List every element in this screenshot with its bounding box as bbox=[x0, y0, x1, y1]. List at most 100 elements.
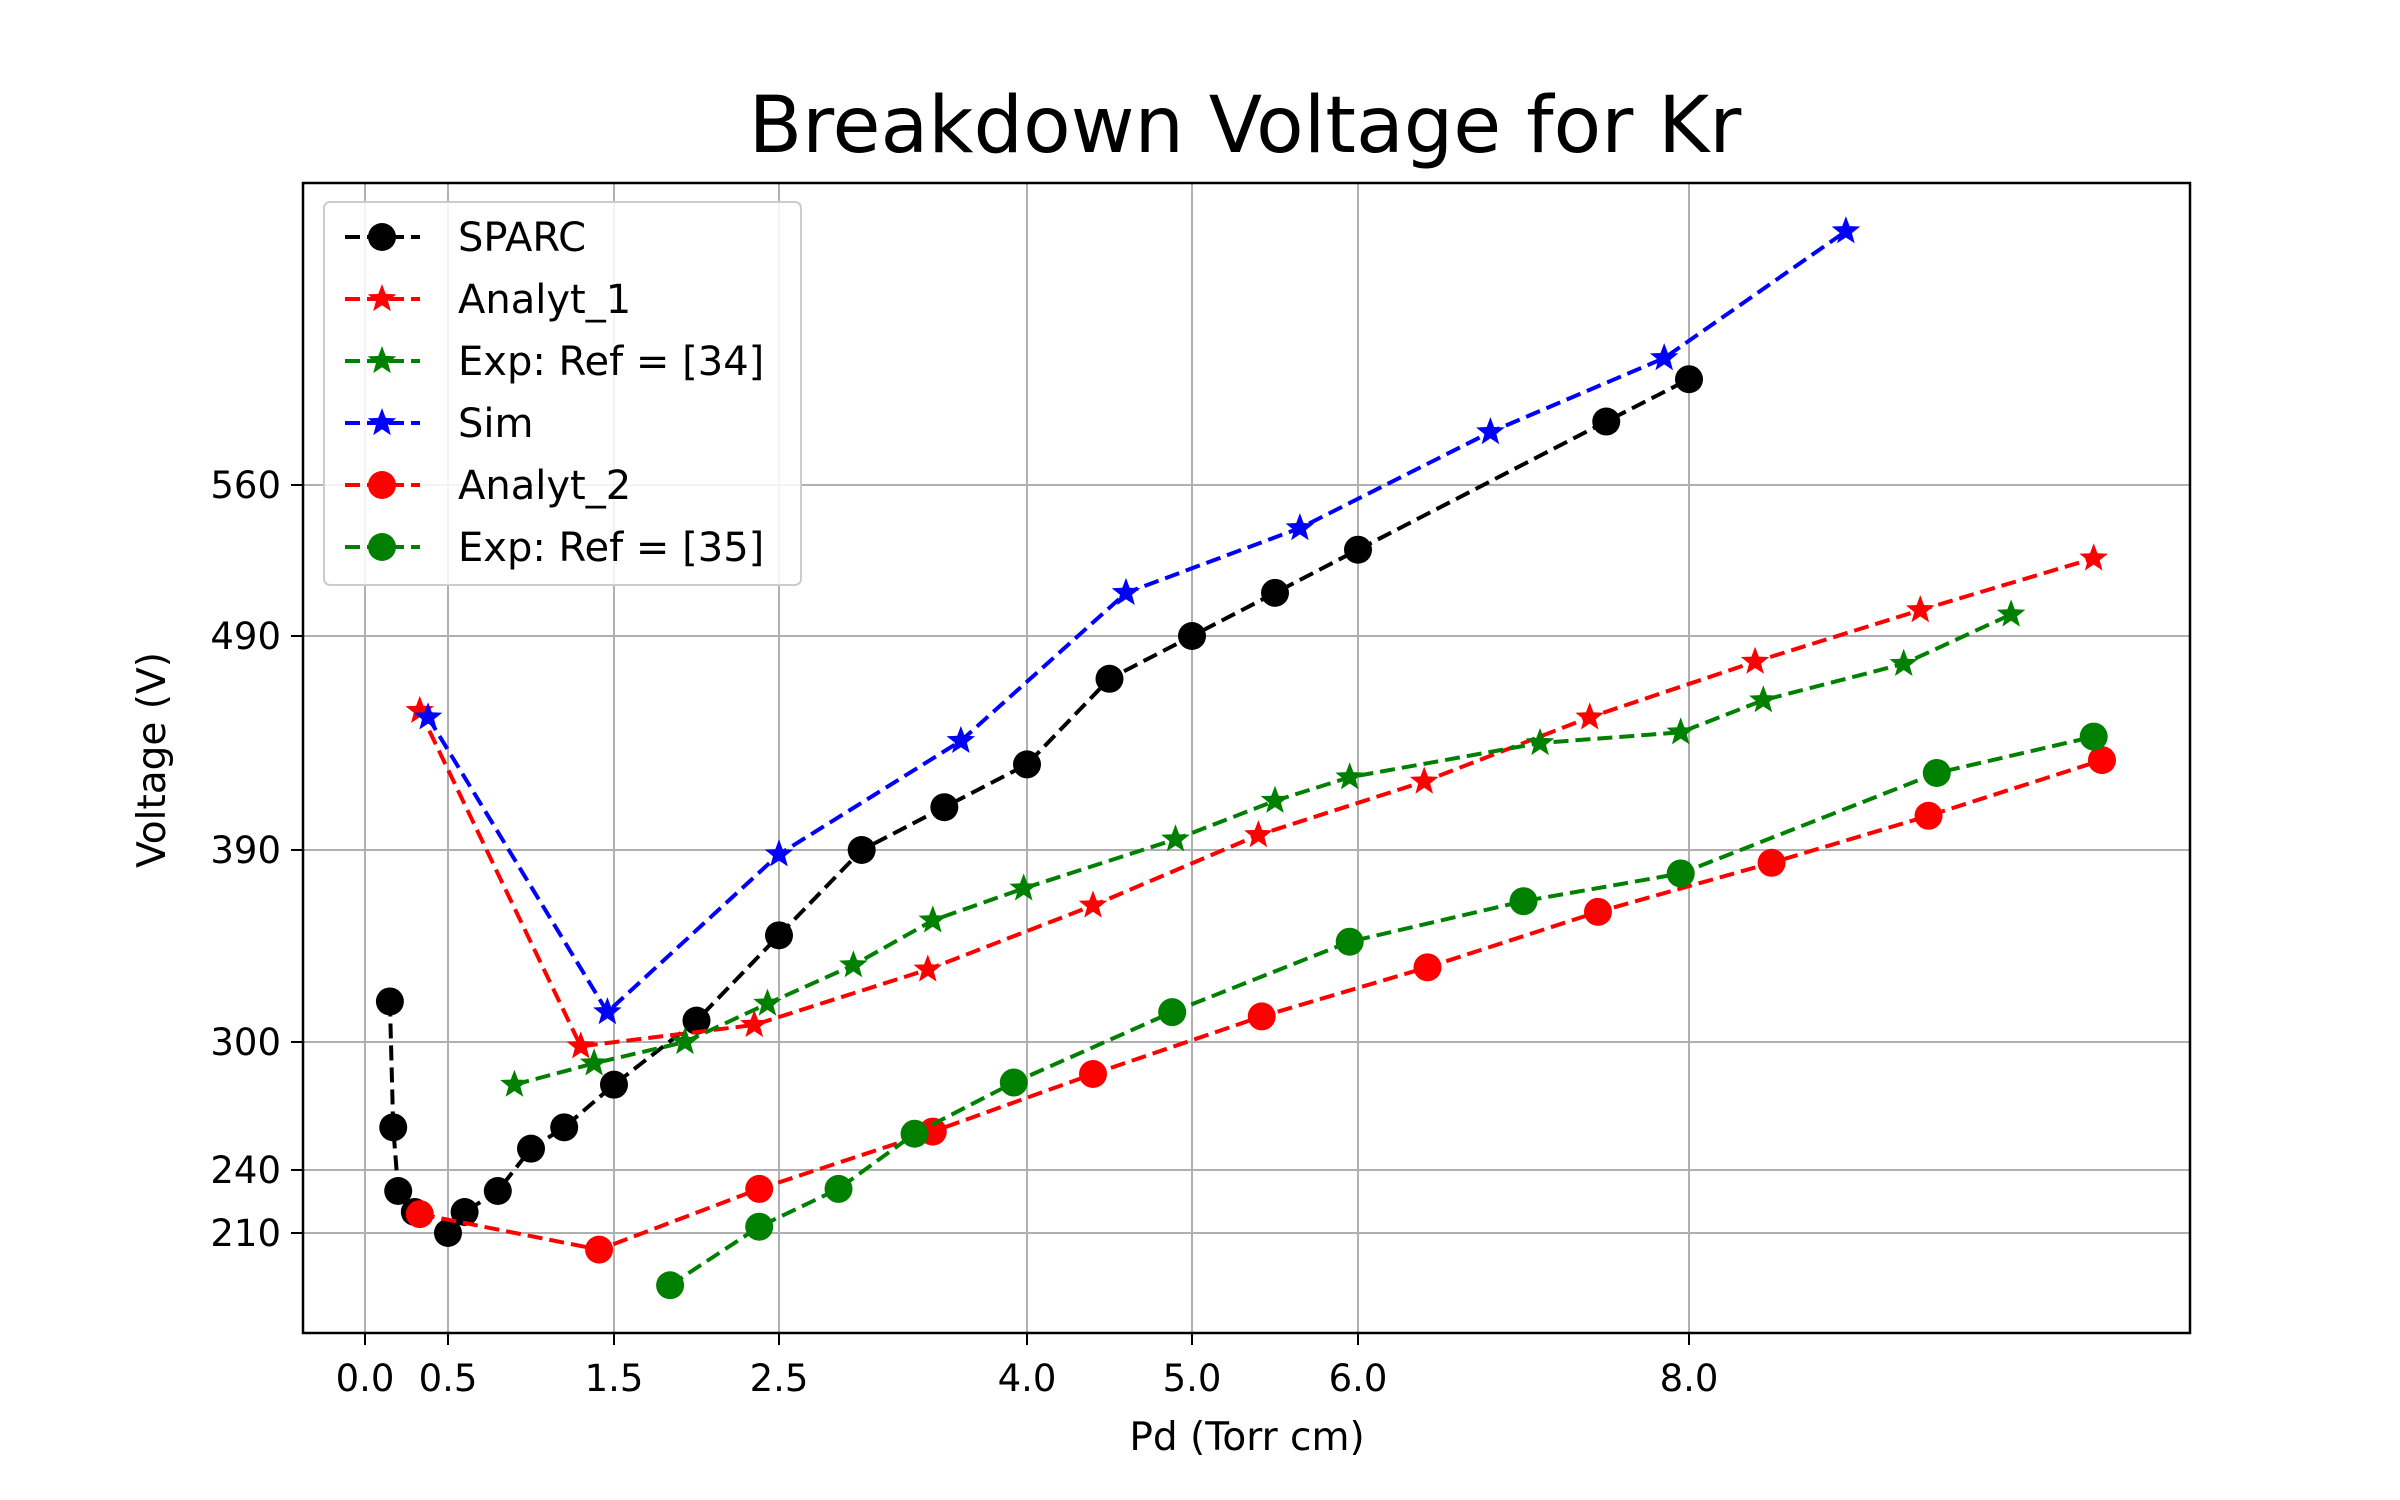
series-1 bbox=[405, 543, 2108, 1059]
data-point bbox=[405, 1200, 434, 1229]
data-point bbox=[682, 1006, 711, 1035]
data-point bbox=[375, 987, 404, 1016]
data-point bbox=[1575, 702, 1604, 730]
x-axis-label: Pd (Torr cm) bbox=[1129, 1415, 1364, 1460]
data-point bbox=[745, 1212, 774, 1241]
data-point bbox=[434, 1219, 462, 1247]
data-point bbox=[1666, 859, 1695, 888]
y-tick-label: 300 bbox=[210, 1021, 281, 1064]
data-point bbox=[1285, 513, 1315, 541]
legend-label: Analyt_2 bbox=[458, 463, 631, 509]
data-point bbox=[656, 1271, 685, 1300]
series-5 bbox=[656, 722, 2108, 1300]
data-point bbox=[1178, 622, 1206, 650]
data-point bbox=[753, 988, 782, 1016]
data-point bbox=[1666, 717, 1695, 745]
data-point bbox=[670, 1027, 700, 1055]
data-point bbox=[517, 1134, 545, 1163]
data-point bbox=[1749, 685, 1778, 713]
x-tick-label: 2.5 bbox=[750, 1357, 809, 1400]
data-point bbox=[1906, 595, 1935, 623]
data-point bbox=[1675, 365, 1703, 394]
x-tick-label: 4.0 bbox=[998, 1357, 1057, 1400]
data-point bbox=[913, 954, 943, 982]
data-point bbox=[1095, 664, 1124, 693]
y-tick-label: 390 bbox=[210, 829, 281, 872]
data-point bbox=[1013, 750, 1041, 779]
y-tick-label: 210 bbox=[210, 1212, 281, 1255]
data-point bbox=[550, 1113, 579, 1142]
data-point bbox=[839, 950, 868, 978]
data-point bbox=[946, 725, 976, 753]
data-point bbox=[1344, 535, 1372, 564]
data-point bbox=[1740, 646, 1770, 674]
data-point bbox=[585, 1235, 614, 1264]
data-point bbox=[1914, 801, 1943, 830]
legend-item: Analyt_1 bbox=[345, 277, 631, 323]
data-point bbox=[1592, 407, 1621, 436]
legend-label: Analyt_1 bbox=[458, 277, 631, 323]
x-tick-label: 5.0 bbox=[1163, 1357, 1222, 1400]
data-point bbox=[1831, 216, 1861, 244]
y-tick-label: 560 bbox=[210, 464, 281, 507]
data-point bbox=[847, 836, 876, 864]
series-3 bbox=[413, 216, 1861, 1025]
data-point bbox=[1261, 578, 1289, 607]
data-point bbox=[1335, 927, 1364, 956]
data-point bbox=[1079, 1060, 1107, 1088]
data-point bbox=[1335, 762, 1364, 790]
data-point bbox=[600, 1070, 628, 1099]
data-point bbox=[1996, 599, 2026, 627]
data-point bbox=[1757, 848, 1786, 877]
legend-marker bbox=[367, 346, 397, 374]
data-point bbox=[1476, 417, 1505, 445]
data-point bbox=[566, 1031, 596, 1059]
data-point bbox=[930, 793, 959, 822]
data-point bbox=[1649, 343, 1679, 371]
data-point bbox=[1247, 1002, 1276, 1031]
data-point bbox=[764, 839, 794, 867]
x-tick-label: 6.0 bbox=[1329, 1357, 1388, 1400]
series-2 bbox=[500, 599, 2026, 1097]
x-tick-label: 0.0 bbox=[336, 1357, 395, 1400]
data-point bbox=[1525, 728, 1555, 756]
data-point bbox=[413, 702, 443, 730]
data-point bbox=[765, 921, 793, 950]
legend-label: SPARC bbox=[458, 215, 586, 261]
data-point bbox=[1158, 998, 1187, 1027]
data-point bbox=[999, 1068, 1028, 1097]
data-point bbox=[900, 1119, 929, 1148]
legend-item: SPARC bbox=[345, 215, 586, 261]
legend-item: Analyt_2 bbox=[345, 463, 631, 509]
data-point bbox=[1078, 890, 1108, 918]
data-point bbox=[384, 1177, 413, 1205]
legend-marker bbox=[368, 223, 396, 251]
data-point bbox=[450, 1198, 479, 1226]
data-point bbox=[379, 1113, 408, 1142]
data-point bbox=[405, 695, 434, 723]
legend-label: Sim bbox=[458, 401, 533, 447]
legend-label: Exp: Ref = [35] bbox=[458, 525, 764, 571]
data-point bbox=[2079, 722, 2108, 751]
series-layer bbox=[375, 216, 2116, 1300]
data-point bbox=[1161, 824, 1190, 852]
legend-marker bbox=[367, 284, 397, 312]
legend-marker bbox=[367, 408, 397, 436]
data-point bbox=[1889, 648, 1918, 676]
series-4 bbox=[405, 746, 2116, 1264]
data-point bbox=[1583, 897, 1612, 926]
x-tick-label: 8.0 bbox=[1660, 1357, 1719, 1400]
x-tick-label: 0.5 bbox=[419, 1357, 478, 1400]
data-point bbox=[824, 1174, 853, 1203]
data-point bbox=[1111, 577, 1141, 605]
data-point bbox=[1409, 766, 1439, 794]
data-point bbox=[745, 1174, 774, 1203]
legend-box bbox=[323, 201, 802, 586]
data-point bbox=[1509, 887, 1538, 916]
data-point bbox=[1244, 820, 1273, 848]
legend-marker bbox=[368, 533, 396, 561]
data-point bbox=[1009, 873, 1038, 901]
axis-ticks: 0.0 0.5 1.5 2.5 4.0 5.0 6.0 8.0 210 240 300 390 490 5… bbox=[210, 464, 1718, 1400]
data-point bbox=[1413, 953, 1442, 982]
